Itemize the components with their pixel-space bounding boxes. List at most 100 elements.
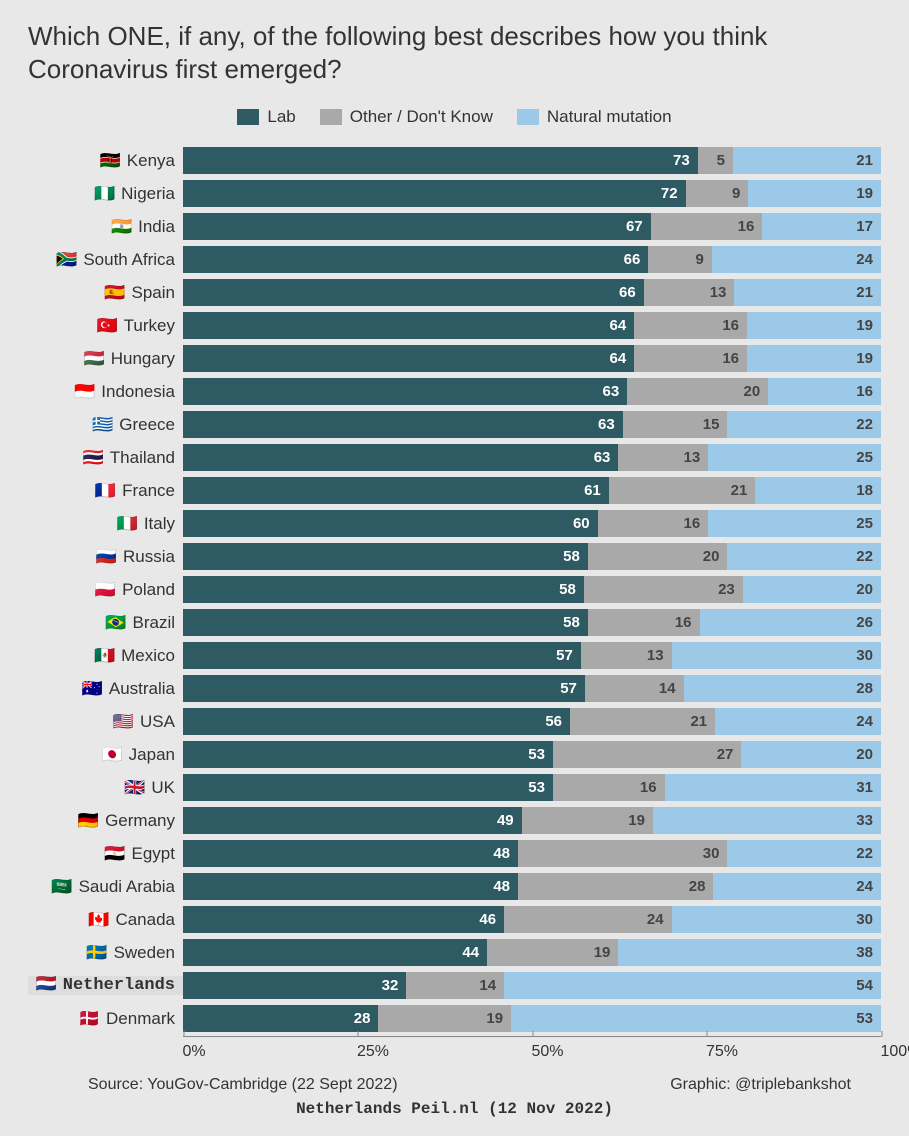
bar-segment-nat: 54 (504, 972, 881, 999)
row-label: 🇫🇷France (28, 481, 183, 501)
bar-segment-lab: 64 (183, 345, 634, 372)
bar-segment-other: 27 (553, 741, 741, 768)
flag-icon: 🇪🇸 (104, 284, 125, 301)
bar-segment-lab: 63 (183, 378, 627, 405)
bar-segment-lab: 44 (183, 939, 487, 966)
bar-segment-lab: 56 (183, 708, 570, 735)
bar-segment-nat: 30 (672, 642, 881, 669)
bar-segment-other: 19 (522, 807, 653, 834)
axis-tick: 100% (881, 1037, 882, 1061)
country-name: Hungary (111, 349, 175, 369)
row-label: 🇸🇪Sweden (28, 943, 183, 963)
bar-segment-nat: 30 (672, 906, 881, 933)
country-name: Mexico (121, 646, 175, 666)
country-name: South Africa (83, 250, 175, 270)
bar-segment-lab: 67 (183, 213, 651, 240)
bar-segment-lab: 49 (183, 807, 522, 834)
bar-segment-lab: 60 (183, 510, 598, 537)
country-name: Greece (119, 415, 175, 435)
bar-row: 66924 (183, 246, 881, 273)
flag-icon: 🇭🇺 (84, 350, 105, 367)
bar-row: 631522 (183, 411, 881, 438)
row-label: 🇧🇷Brazil (28, 613, 183, 633)
bar-row: 462430 (183, 906, 881, 933)
country-name: Poland (122, 580, 175, 600)
bar-segment-nat: 20 (743, 576, 881, 603)
flag-icon: 🇯🇵 (102, 746, 123, 763)
axis-tick: 25% (357, 1037, 358, 1061)
legend-item: Natural mutation (517, 107, 672, 127)
bar-row: 671617 (183, 213, 881, 240)
flag-icon: 🇰🇪 (100, 152, 121, 169)
bar-segment-lab: 72 (183, 180, 686, 207)
bar-row: 612118 (183, 477, 881, 504)
bar-segment-nat: 24 (713, 873, 881, 900)
country-name: Saudi Arabia (79, 877, 175, 897)
row-label: 🇲🇽Mexico (28, 646, 183, 666)
bar-row: 491933 (183, 807, 881, 834)
bar-segment-lab: 66 (183, 279, 644, 306)
bar-segment-lab: 48 (183, 840, 518, 867)
bar-segment-lab: 57 (183, 642, 581, 669)
stacked-bar-chart: 🇰🇪Kenya73521🇳🇬Nigeria72919🇮🇳India671617🇿… (28, 147, 881, 1032)
bar-segment-lab: 66 (183, 246, 648, 273)
flag-icon: 🇳🇱 (36, 977, 57, 994)
flag-icon: 🇩🇰 (79, 1010, 100, 1027)
bar-segment-nat: 31 (665, 774, 881, 801)
country-name: France (122, 481, 175, 501)
bar-segment-other: 21 (609, 477, 756, 504)
country-name: Italy (144, 514, 175, 534)
bar-segment-lab: 61 (183, 477, 609, 504)
country-name: Canada (115, 910, 175, 930)
flag-icon: 🇪🇬 (104, 845, 125, 862)
bar-row: 482824 (183, 873, 881, 900)
country-name: Netherlands (63, 976, 175, 995)
flag-icon: 🇮🇹 (117, 515, 138, 532)
bar-segment-lab: 48 (183, 873, 518, 900)
bar-segment-nat: 24 (712, 246, 881, 273)
row-label: 🇪🇸Spain (28, 283, 183, 303)
bar-segment-other: 13 (581, 642, 672, 669)
row-label: 🇳🇱 Netherlands (28, 976, 183, 995)
source-right: Graphic: @triplebankshot (670, 1076, 851, 1094)
legend-item: Lab (237, 107, 295, 127)
bar-segment-other: 16 (598, 510, 709, 537)
bar-row: 641619 (183, 312, 881, 339)
country-name: Nigeria (121, 184, 175, 204)
legend-label: Other / Don't Know (350, 107, 493, 127)
bar-segment-other: 24 (504, 906, 672, 933)
bar-segment-other: 14 (406, 972, 504, 999)
legend-item: Other / Don't Know (320, 107, 493, 127)
legend-label: Lab (267, 107, 295, 127)
bar-segment-other: 16 (553, 774, 665, 801)
bar-segment-lab: 53 (183, 741, 553, 768)
country-name: UK (151, 778, 175, 798)
bar-segment-other: 19 (487, 939, 618, 966)
bar-segment-nat: 19 (748, 180, 881, 207)
bar-segment-other: 19 (378, 1005, 511, 1032)
country-name: Russia (123, 547, 175, 567)
chart-title: Which ONE, if any, of the following best… (28, 20, 881, 85)
bar-segment-nat: 25 (708, 444, 881, 471)
flag-icon: 🇿🇦 (56, 251, 77, 268)
flag-icon: 🇧🇷 (105, 614, 126, 631)
flag-icon: 🇹🇭 (83, 449, 104, 466)
bar-segment-nat: 53 (511, 1005, 881, 1032)
x-axis: 0%25%50%75%100% (28, 1036, 881, 1064)
bar-row: 641619 (183, 345, 881, 372)
country-name: Thailand (110, 448, 175, 468)
axis-tick: 75% (706, 1037, 707, 1061)
country-name: Denmark (106, 1009, 175, 1029)
bar-row: 321454 (183, 972, 881, 999)
axis-tick: 0% (183, 1037, 184, 1061)
legend-label: Natural mutation (547, 107, 672, 127)
bar-segment-nat: 33 (653, 807, 881, 834)
row-label: 🇮🇩Indonesia (28, 382, 183, 402)
row-label: 🇮🇳India (28, 217, 183, 237)
row-label: 🇹🇭 Thailand (28, 448, 183, 468)
bar-segment-other: 13 (644, 279, 735, 306)
flag-icon: 🇹🇷 (97, 317, 118, 334)
bar-segment-other: 16 (634, 312, 747, 339)
bar-segment-nat: 22 (727, 840, 881, 867)
bar-segment-other: 20 (588, 543, 728, 570)
